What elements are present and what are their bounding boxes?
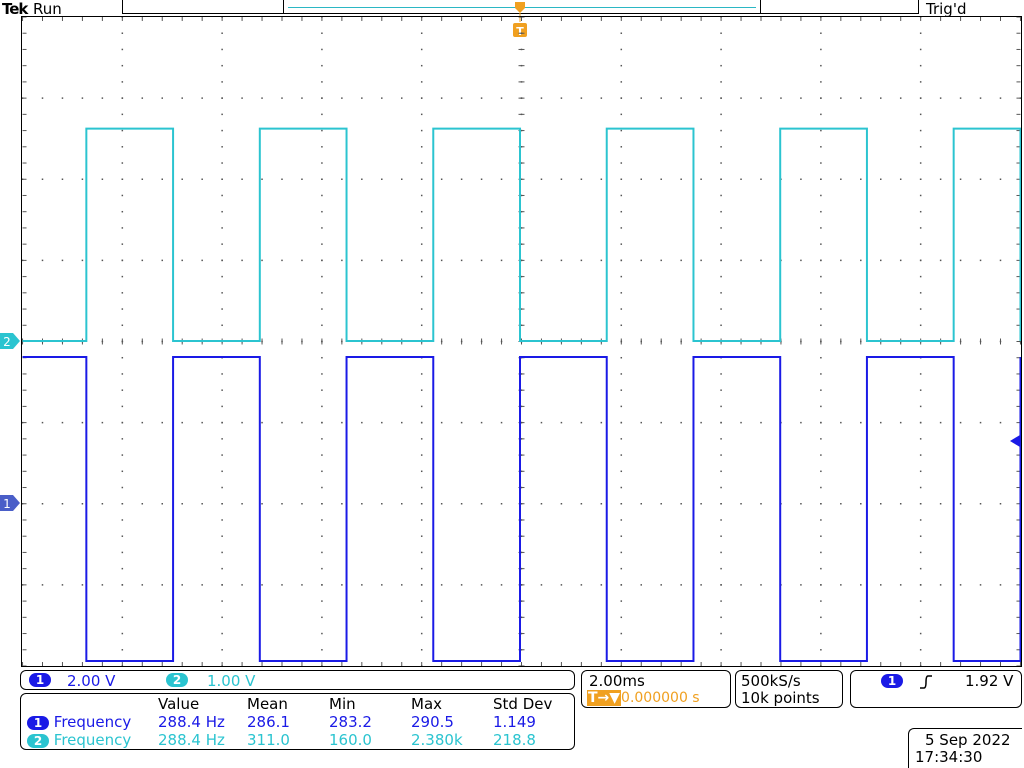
ch1-scale[interactable]: 2.00 V: [67, 672, 116, 690]
measurement-max: 2.380k: [411, 731, 463, 749]
ch2-marker-label: 2: [3, 335, 11, 349]
timebase-scale[interactable]: 2.00ms: [589, 672, 645, 690]
measurement-name: Frequency: [53, 731, 132, 749]
trigger-position-value: 0.000000 s: [621, 690, 700, 706]
measurement-min: 283.2: [329, 713, 372, 731]
ch2-scale[interactable]: 1.00 V: [207, 672, 256, 690]
run-state-label: Run: [33, 0, 62, 18]
measurement-value: 288.4 Hz: [158, 713, 225, 731]
header-mean: Mean: [247, 695, 288, 713]
measurement-mean: 286.1: [247, 713, 290, 731]
measurement-row-ch1[interactable]: 1 Frequency 288.4 Hz 286.1 283.2 290.5 1…: [27, 713, 552, 731]
brand-logo: Tek: [2, 0, 28, 18]
ch1-ground-marker[interactable]: 1: [0, 495, 22, 511]
trigger-source-badge: 1: [881, 674, 903, 688]
rising-edge-icon: [920, 675, 932, 689]
measurement-min: 160.0: [329, 731, 372, 749]
measurement-value: 288.4 Hz: [158, 731, 225, 749]
measurement-max: 290.5: [411, 713, 454, 731]
waveform-graticule[interactable]: [21, 16, 1022, 667]
ch1-badge: 1: [27, 716, 49, 730]
trigger-level-arrow-icon[interactable]: [1010, 435, 1022, 447]
trigger-level[interactable]: 1.92 V: [965, 672, 1014, 690]
trigger-position-arrow-icon: [515, 2, 525, 13]
measurement-name: Frequency: [53, 713, 132, 731]
datetime-panel: 5 Sep 2022 17:34:30: [908, 728, 1022, 768]
trigger-position-readout[interactable]: T→▼0.000000 s: [587, 690, 700, 706]
measurement-std-dev: 1.149: [493, 713, 536, 731]
header-std-dev: Std Dev: [493, 695, 553, 713]
measurement-std-dev: 218.8: [493, 731, 536, 749]
header-min: Min: [329, 695, 356, 713]
ch2-badge: 2: [27, 734, 49, 748]
ch1-badge: 1: [29, 673, 51, 687]
trigger-marker-label: T: [516, 25, 524, 38]
ch2-waveform: [22, 127, 1021, 342]
ch1-waveform: [22, 355, 1021, 663]
header-value: Value: [158, 695, 200, 713]
ch2-badge: 2: [166, 673, 188, 687]
measurement-row-ch2[interactable]: 2 Frequency 288.4 Hz 311.0 160.0 2.380k …: [27, 731, 552, 749]
time-label: 17:34:30: [915, 748, 983, 766]
trigger-panel[interactable]: 1 1.92 V: [850, 670, 1022, 708]
measurement-mean: 311.0: [247, 731, 290, 749]
trigger-status-label: Trig'd: [926, 0, 967, 18]
measurements-header-row: Value Mean Min Max Std Dev: [27, 695, 552, 713]
ch1-marker-label: 1: [3, 497, 11, 511]
ch2-ground-marker[interactable]: 2: [0, 333, 22, 349]
measurements-panel[interactable]: Value Mean Min Max Std Dev 1 Frequency 2…: [20, 693, 575, 750]
trigger-delay-icon: T→▼: [587, 690, 622, 706]
header-max: Max: [411, 695, 443, 713]
date-label: 5 Sep 2022: [925, 731, 1011, 749]
channel-scale-panel[interactable]: 1 2.00 V 2 1.00 V: [20, 670, 575, 690]
record-length: 10k points: [741, 689, 820, 707]
acquisition-panel[interactable]: 500kS/s 10k points: [735, 670, 843, 708]
sample-rate: 500kS/s: [741, 672, 801, 690]
timebase-panel[interactable]: 2.00ms T→▼0.000000 s: [581, 670, 731, 708]
